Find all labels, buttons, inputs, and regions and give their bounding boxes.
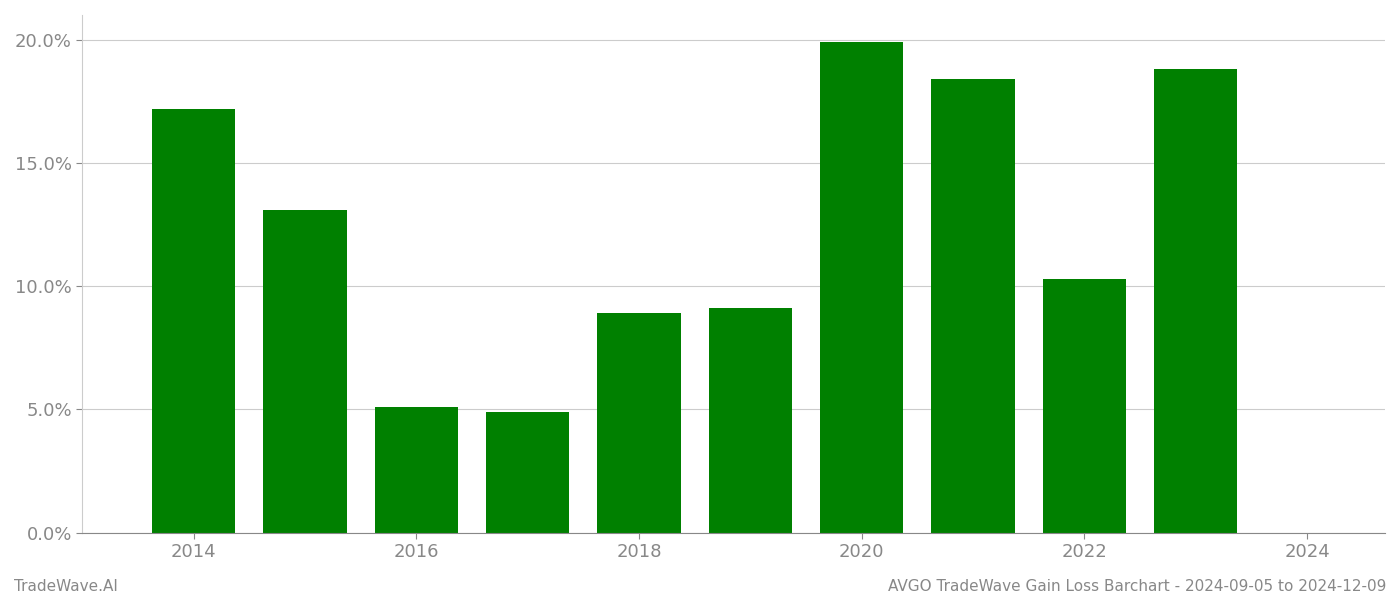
Bar bbox=[598, 313, 680, 533]
Bar bbox=[263, 210, 347, 533]
Bar bbox=[708, 308, 792, 533]
Bar bbox=[820, 42, 903, 533]
Bar bbox=[375, 407, 458, 533]
Text: TradeWave.AI: TradeWave.AI bbox=[14, 579, 118, 594]
Text: AVGO TradeWave Gain Loss Barchart - 2024-09-05 to 2024-12-09: AVGO TradeWave Gain Loss Barchart - 2024… bbox=[888, 579, 1386, 594]
Bar bbox=[1043, 279, 1126, 533]
Bar bbox=[931, 79, 1015, 533]
Bar bbox=[1154, 69, 1238, 533]
Bar bbox=[153, 109, 235, 533]
Bar bbox=[486, 412, 570, 533]
